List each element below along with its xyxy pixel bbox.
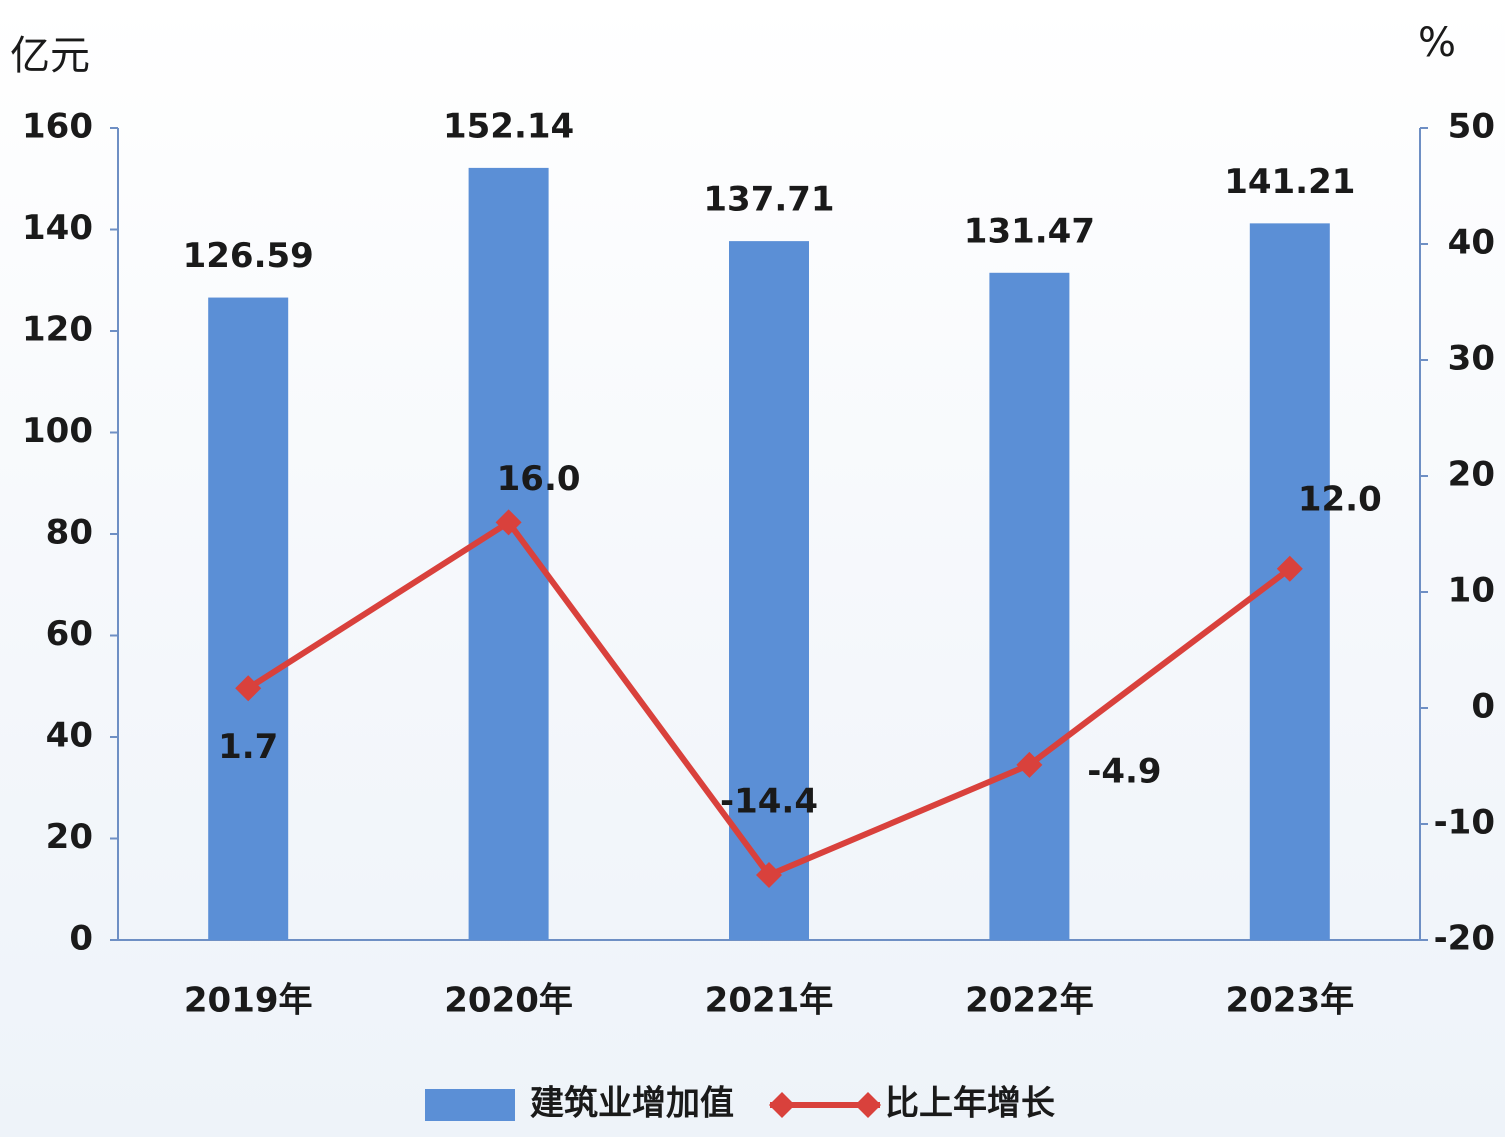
line-value-label: 1.7 <box>218 727 278 767</box>
y-tick-label: 80 <box>46 513 93 553</box>
line-marker <box>235 675 262 702</box>
line-value-label: 16.0 <box>497 459 581 499</box>
x-tick-label: 2020年 <box>444 981 573 1021</box>
y-tick-label: 120 <box>22 310 93 350</box>
y2-tick-label: 10 <box>1448 571 1495 611</box>
bar <box>208 297 289 940</box>
legend-swatch <box>425 1089 515 1121</box>
bar-value-label: 126.59 <box>183 236 314 276</box>
bar-value-label: 152.14 <box>443 106 574 146</box>
x-tick-label: 2023年 <box>1225 981 1354 1021</box>
y-tick-label: 0 <box>69 919 93 959</box>
y2-tick-label: -20 <box>1434 919 1495 959</box>
legend-label: 比上年增长 <box>885 1084 1055 1124</box>
x-tick-label: 2021年 <box>705 981 834 1021</box>
line-value-label: -4.9 <box>1087 751 1161 791</box>
line-marker <box>495 509 522 536</box>
y2-tick-label: 50 <box>1448 107 1495 147</box>
y2-tick-label: 0 <box>1471 687 1495 727</box>
bar <box>729 241 809 940</box>
y2-tick-label: 20 <box>1448 455 1495 495</box>
line-value-label: 12.0 <box>1298 479 1382 519</box>
bar-value-label: 131.47 <box>964 211 1095 251</box>
y-tick-label: 60 <box>46 614 93 654</box>
y-tick-label: 40 <box>46 716 93 756</box>
y-tick-label: 100 <box>22 411 93 451</box>
y-tick-label: 160 <box>22 107 93 147</box>
y-tick-label: 140 <box>22 208 93 248</box>
y2-axis-label: % <box>1418 20 1456 66</box>
y2-tick-label: 40 <box>1448 223 1495 263</box>
y2-tick-label: 30 <box>1448 339 1495 379</box>
bar <box>989 272 1070 940</box>
line-marker <box>756 862 782 889</box>
y-tick-label: 20 <box>46 817 93 857</box>
legend-label: 建筑业增加值 <box>530 1084 734 1124</box>
y-axis-label: 亿元 <box>10 33 90 79</box>
line-marker <box>1276 555 1303 582</box>
line-marker <box>1016 751 1043 778</box>
bar <box>468 167 549 940</box>
bar-value-label: 137.71 <box>703 180 834 220</box>
bar-value-label: 141.21 <box>1224 162 1355 202</box>
x-tick-label: 2019年 <box>184 981 313 1021</box>
x-tick-label: 2022年 <box>965 981 1094 1021</box>
line-value-label: -14.4 <box>720 782 818 822</box>
y2-tick-label: -10 <box>1434 803 1495 843</box>
legend-marker <box>769 1092 881 1118</box>
